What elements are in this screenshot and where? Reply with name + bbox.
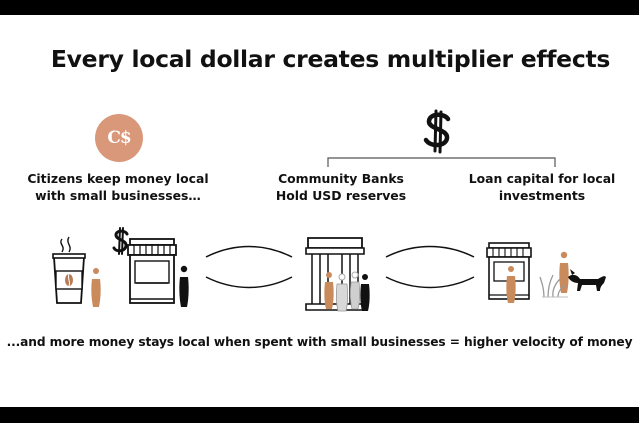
loan-caption: Loan capital for local investments: [462, 170, 622, 204]
slide-footer: ...and more money stays local when spent…: [6, 335, 633, 349]
citizens-caption-line1: Citizens keep money local: [27, 171, 209, 186]
person-icon: [349, 271, 361, 310]
banks-caption-line1: Community Banks: [278, 171, 404, 186]
slide-title: Every local dollar creates multiplier ef…: [50, 45, 611, 73]
storefront-icon: [127, 238, 177, 304]
person-icon: [360, 274, 370, 311]
person-icon: [506, 266, 516, 303]
slide: Every local dollar creates multiplier ef…: [0, 15, 639, 407]
person-icon: [324, 272, 334, 309]
citizens-caption-line2: with small businesses…: [35, 188, 201, 203]
grass-icon: [539, 274, 568, 298]
dollar-sign-small-icon: [112, 227, 129, 255]
dollar-sign-icon: [423, 109, 451, 154]
loan-caption-line2: investments: [498, 188, 586, 203]
citizens-caption: Citizens keep money local with small bus…: [18, 170, 218, 204]
coffee-cup-icon: [52, 236, 86, 304]
banks-caption-line2: Hold USD reserves: [275, 188, 407, 203]
community-currency-coin-icon: C$: [95, 114, 143, 162]
person-icon: [179, 265, 189, 307]
flow-connector-right: [385, 245, 475, 289]
bracket-connector: [327, 157, 556, 167]
storefront-icon: [486, 242, 532, 300]
banks-caption: Community Banks Hold USD reserves: [258, 170, 424, 204]
person-icon: [335, 273, 349, 312]
flow-connector-left: [205, 245, 293, 289]
loan-caption-line1: Loan capital for local: [468, 171, 616, 186]
person-icon: [91, 268, 101, 307]
person-icon: [559, 251, 569, 293]
dog-icon: [568, 269, 606, 291]
